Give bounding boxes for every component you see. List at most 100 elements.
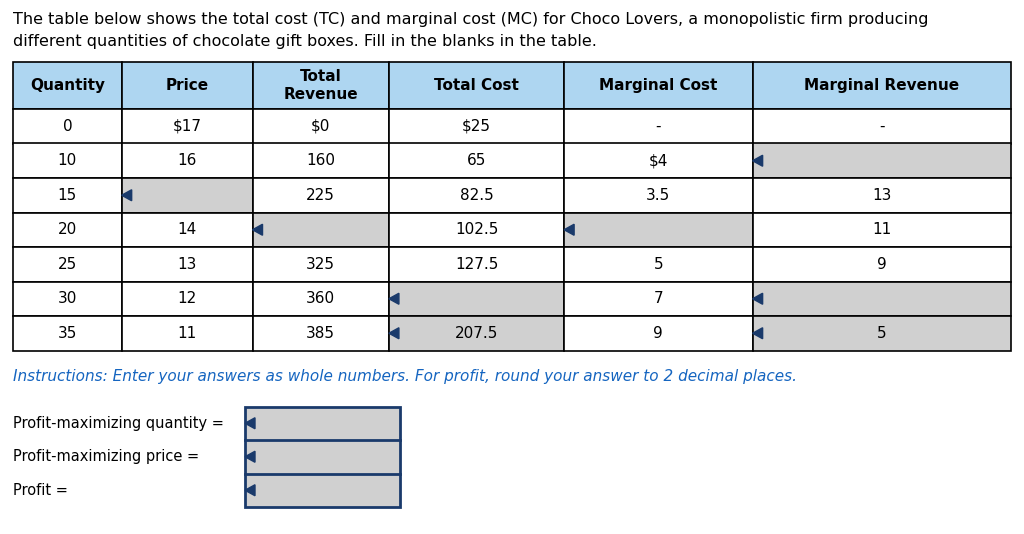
Text: 325: 325 xyxy=(306,257,335,272)
Text: 16: 16 xyxy=(177,153,197,168)
Polygon shape xyxy=(564,224,574,235)
Text: 102.5: 102.5 xyxy=(455,222,499,237)
Text: $17: $17 xyxy=(173,119,202,134)
Polygon shape xyxy=(753,155,763,166)
Bar xyxy=(389,109,564,144)
Bar xyxy=(253,109,389,144)
Bar xyxy=(13,62,122,109)
Bar xyxy=(253,247,389,281)
Bar xyxy=(753,213,1011,247)
Bar xyxy=(122,316,253,350)
Polygon shape xyxy=(245,418,255,429)
Text: 5: 5 xyxy=(877,326,887,341)
Text: 7: 7 xyxy=(653,291,664,307)
Polygon shape xyxy=(122,190,132,201)
Text: 11: 11 xyxy=(177,326,197,341)
Bar xyxy=(245,406,400,507)
Bar xyxy=(389,178,564,213)
Bar xyxy=(253,144,389,178)
Bar xyxy=(564,62,753,109)
Text: Instructions: Enter your answers as whole numbers. For profit, round your answer: Instructions: Enter your answers as whol… xyxy=(13,368,797,383)
Text: Marginal Revenue: Marginal Revenue xyxy=(804,78,959,93)
Bar xyxy=(564,247,753,281)
Bar xyxy=(13,144,122,178)
Bar xyxy=(13,213,122,247)
Bar xyxy=(122,178,253,213)
Text: 160: 160 xyxy=(306,153,335,168)
Bar xyxy=(564,316,753,350)
Polygon shape xyxy=(753,328,763,339)
Text: 20: 20 xyxy=(57,222,77,237)
Bar xyxy=(564,144,753,178)
Text: $4: $4 xyxy=(648,153,668,168)
Bar xyxy=(753,316,1011,350)
Polygon shape xyxy=(245,451,255,462)
Text: 3.5: 3.5 xyxy=(646,188,671,203)
Bar xyxy=(253,316,389,350)
Bar xyxy=(753,62,1011,109)
Text: Profit =: Profit = xyxy=(13,483,68,498)
Text: -: - xyxy=(879,119,885,134)
Bar xyxy=(564,281,753,316)
Bar xyxy=(122,247,253,281)
Bar xyxy=(253,281,389,316)
Text: Profit-maximizing quantity =: Profit-maximizing quantity = xyxy=(13,416,224,431)
Polygon shape xyxy=(389,328,399,339)
Bar xyxy=(13,281,122,316)
Polygon shape xyxy=(245,485,255,496)
Polygon shape xyxy=(253,224,262,235)
Text: Marginal Cost: Marginal Cost xyxy=(599,78,718,93)
Text: $25: $25 xyxy=(462,119,492,134)
Bar xyxy=(122,62,253,109)
Bar xyxy=(753,109,1011,144)
Bar xyxy=(122,144,253,178)
Text: Profit-maximizing price =: Profit-maximizing price = xyxy=(13,449,199,464)
Text: The table below shows the total cost (TC) and marginal cost (MC) for Choco Lover: The table below shows the total cost (TC… xyxy=(13,12,929,27)
Text: 30: 30 xyxy=(57,291,77,307)
Text: 13: 13 xyxy=(177,257,197,272)
Text: 82.5: 82.5 xyxy=(460,188,494,203)
Text: 25: 25 xyxy=(57,257,77,272)
Text: 5: 5 xyxy=(653,257,664,272)
Text: 9: 9 xyxy=(877,257,887,272)
Bar xyxy=(253,62,389,109)
Text: 12: 12 xyxy=(177,291,197,307)
Text: Quantity: Quantity xyxy=(30,78,104,93)
Text: 225: 225 xyxy=(306,188,335,203)
Bar xyxy=(564,109,753,144)
Bar xyxy=(564,213,753,247)
Bar xyxy=(13,109,122,144)
Polygon shape xyxy=(389,293,399,304)
Polygon shape xyxy=(753,293,763,304)
Bar xyxy=(389,247,564,281)
Bar xyxy=(753,178,1011,213)
Text: Total Cost: Total Cost xyxy=(434,78,519,93)
Text: 13: 13 xyxy=(872,188,892,203)
Text: 15: 15 xyxy=(57,188,77,203)
Bar xyxy=(13,316,122,350)
Text: 9: 9 xyxy=(653,326,664,341)
Bar xyxy=(389,316,564,350)
Text: 65: 65 xyxy=(467,153,486,168)
Bar xyxy=(753,144,1011,178)
Text: 11: 11 xyxy=(872,222,892,237)
Text: 385: 385 xyxy=(306,326,335,341)
Bar xyxy=(389,213,564,247)
Bar xyxy=(253,213,389,247)
Text: Total
Revenue: Total Revenue xyxy=(284,69,358,101)
Bar xyxy=(753,247,1011,281)
Bar xyxy=(13,178,122,213)
Bar xyxy=(389,62,564,109)
Bar xyxy=(122,281,253,316)
Text: 14: 14 xyxy=(177,222,197,237)
Text: 127.5: 127.5 xyxy=(455,257,499,272)
Text: 0: 0 xyxy=(62,119,72,134)
Bar xyxy=(564,178,753,213)
Text: 207.5: 207.5 xyxy=(455,326,499,341)
Bar xyxy=(122,109,253,144)
Text: $0: $0 xyxy=(311,119,331,134)
Text: 10: 10 xyxy=(57,153,77,168)
Text: -: - xyxy=(655,119,662,134)
Text: Price: Price xyxy=(166,78,209,93)
Text: 360: 360 xyxy=(306,291,335,307)
